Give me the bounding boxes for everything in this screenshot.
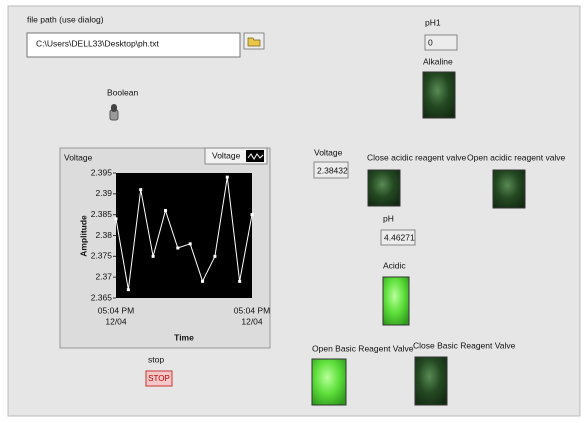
y-axis-title: Amplitude (78, 215, 88, 257)
data-point (139, 188, 143, 192)
x-tick-label: 05:04 PM (234, 305, 270, 315)
y-tick-label: 2.375 (91, 251, 113, 261)
legend-label: Voltage (212, 150, 241, 160)
data-point (201, 279, 205, 283)
data-point (163, 209, 167, 212)
data-point (126, 288, 130, 292)
open-basic-label: Open Basic Reagent Valve (312, 343, 414, 353)
y-tick-label: 2.365 (91, 292, 113, 302)
y-tick-label: 2.395 (91, 167, 113, 177)
led (311, 358, 347, 406)
alkaline-label: Alkaline (423, 56, 453, 66)
stop-label: stop (148, 354, 164, 364)
y-tick-label: 2.385 (91, 209, 113, 219)
legend-line (247, 153, 264, 160)
voltage-value: 2.38432 (317, 165, 348, 175)
x-axis-title: Time (174, 332, 194, 342)
stop-button-text: STOP (148, 374, 170, 383)
y-tick-label: 2.38 (95, 230, 112, 240)
x-tick-label: 12/04 (105, 316, 127, 326)
ph1-label: pH1 (425, 17, 441, 27)
folder-icon (247, 37, 261, 47)
led (382, 276, 410, 326)
file-path-input[interactable] (26, 32, 241, 58)
stop-button[interactable] (145, 370, 173, 387)
ph1-value: 0 (428, 37, 433, 47)
data-point (151, 254, 155, 258)
y-tick-label: 2.37 (95, 271, 112, 281)
close-acidic-label: Close acidic reagent valve (367, 152, 466, 162)
voltage-label: Voltage (314, 147, 343, 157)
graph-label: Voltage (64, 152, 93, 162)
boolean-label: Boolean (107, 87, 138, 97)
y-tick-label: 2.39 (95, 188, 112, 198)
ph-label: pH (383, 213, 394, 223)
x-tick-label: 12/04 (241, 316, 263, 326)
open-acidic-label: Open acidic reagent valve (467, 152, 566, 162)
plot-area (116, 173, 252, 298)
data-point (213, 254, 217, 258)
data-point (225, 175, 229, 179)
data-point (176, 246, 180, 250)
led (492, 169, 526, 209)
data-point (238, 279, 242, 283)
ph1-indicator (424, 34, 458, 51)
file-path-value: C:\Users\DELL33\Desktop\ph.txt (36, 38, 159, 48)
data-point (188, 242, 192, 246)
ph-value: 4.46271 (384, 232, 415, 242)
close-basic-label: Close Basic Reagent Valve (413, 340, 516, 350)
toggle-switch[interactable] (109, 104, 119, 121)
led (414, 356, 448, 406)
data-point (114, 217, 118, 221)
data-point (250, 213, 254, 217)
voltage-indicator (313, 161, 349, 179)
file-path-label: file path (use dialog) (27, 14, 104, 24)
acidic-label: Acidic (383, 260, 406, 270)
ph-indicator (380, 229, 416, 246)
led (367, 169, 401, 207)
led (422, 71, 456, 119)
legend-swatch (246, 150, 264, 162)
plot-line (115, 177, 253, 290)
x-tick-label: 05:04 PM (98, 305, 134, 315)
